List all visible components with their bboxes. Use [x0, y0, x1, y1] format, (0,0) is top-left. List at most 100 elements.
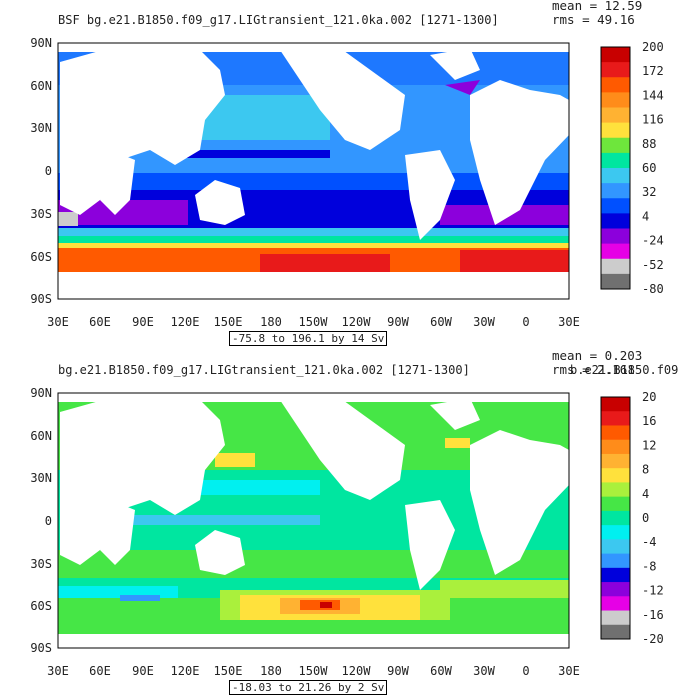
colorbar-label: 0	[642, 511, 649, 525]
lat-label: 0	[45, 164, 52, 178]
colorbar-swatch	[601, 62, 630, 78]
colorbar-label: -52	[642, 258, 664, 272]
diff-field	[58, 393, 569, 648]
diff-map-figure: 90N 60N 30N 0 30S 60S 90S 30E 60E 90E 12…	[30, 350, 678, 678]
lat-label: 90N	[30, 36, 52, 50]
colorbar-swatch	[601, 273, 630, 290]
colorbar-swatch	[601, 596, 630, 612]
lon-label: 30E	[558, 315, 580, 329]
lon-label: 90E	[132, 315, 154, 329]
lon-label: 180	[260, 315, 282, 329]
colorbar-swatch	[601, 228, 630, 245]
diff-overlay-text: b.e21.B1850.f09	[570, 363, 678, 377]
colorbar-swatch	[601, 198, 630, 214]
colorbar-swatch	[601, 411, 630, 426]
colorbar-swatch	[601, 539, 630, 555]
bsf-map-figure: 90N 60N 30N 0 30S 60S 90S 30E 60E 90E 12…	[30, 0, 664, 329]
colorbar-swatch	[601, 453, 630, 469]
lat-label: 30N	[30, 471, 52, 485]
lon-label: 0	[522, 664, 529, 678]
colorbar-label: -20	[642, 632, 664, 646]
colorbar-swatch	[601, 624, 630, 640]
colorbar-label: 16	[642, 414, 656, 428]
colorbar-label: 88	[642, 137, 656, 151]
bsf-lat-axis: 90N 60N 30N 0 30S 60S 90S	[30, 36, 52, 306]
colorbar-label: 4	[642, 209, 649, 223]
colorbar-label: 200	[642, 40, 664, 54]
diff-map-frame	[57, 392, 570, 649]
colorbar-label: 144	[642, 88, 664, 102]
bsf-range-label: -75.8 to 196.1 by 14 Sv	[229, 331, 388, 346]
panel-bsf: 90N 60N 30N 0 30S 60S 90S 30E 60E 90E 12…	[30, 0, 664, 346]
colorbar-label: -24	[642, 234, 664, 248]
lat-label: 60N	[30, 429, 52, 443]
lon-label: 150W	[299, 664, 329, 678]
colorbar-swatch	[601, 482, 630, 498]
lat-label: 90S	[30, 641, 52, 655]
lat-label: 60S	[30, 250, 52, 264]
colorbar-swatch	[601, 92, 630, 108]
colorbar-swatch	[601, 243, 630, 260]
bsf-map-frame	[57, 42, 570, 300]
colorbar-label: 172	[642, 64, 664, 78]
lon-label: 180	[260, 664, 282, 678]
lon-label: 60W	[430, 315, 452, 329]
colorbar-label: -80	[642, 282, 664, 296]
diff-lon-axis: 30E 60E 90E 120E 150E 180 150W 120W 90W …	[47, 664, 580, 678]
lon-label: 30E	[558, 664, 580, 678]
bsf-rms: rms = 49.16	[552, 12, 635, 27]
bsf-title: BSF bg.e21.B1850.f09_g17.LIGtransient_12…	[58, 13, 499, 27]
colorbar-swatch	[601, 425, 630, 441]
lat-label: 60S	[30, 599, 52, 613]
diff-range-label: -18.03 to 21.26 by 2 Sv	[229, 680, 388, 695]
lon-label: 0	[522, 315, 529, 329]
lat-label: 30N	[30, 121, 52, 135]
lon-label: 60W	[430, 664, 452, 678]
lon-label: 90W	[387, 315, 409, 329]
colorbar-swatch	[601, 213, 630, 229]
bsf-field	[58, 43, 569, 299]
lat-label: 0	[45, 514, 52, 528]
lat-label: 90N	[30, 386, 52, 400]
bsf-mean: mean = 12.59	[552, 0, 642, 13]
colorbar-label: 116	[642, 113, 664, 127]
colorbar-label: -4	[642, 535, 656, 549]
lon-label: 30W	[473, 315, 495, 329]
colorbar-swatch	[601, 258, 630, 275]
lat-label: 90S	[30, 292, 52, 306]
colorbar-swatch	[601, 47, 630, 63]
lon-label: 120E	[171, 315, 200, 329]
colorbar-swatch	[601, 567, 630, 583]
colorbar-frame	[600, 46, 631, 290]
lon-label: 30E	[47, 664, 69, 678]
colorbar-swatch	[601, 468, 630, 483]
colorbar-swatch	[601, 510, 630, 526]
diff-colorbar: 20 16 12 8 4 0 -4 -8 -12 -16 -20	[600, 390, 664, 646]
colorbar-label: 32	[642, 185, 656, 199]
colorbar-label: -12	[642, 584, 664, 598]
bsf-colorbar: 200 172 144 116 88 60 32 4 -24 -52 -80	[600, 40, 664, 296]
lon-label: 150E	[214, 315, 243, 329]
colorbar-swatch	[601, 610, 630, 626]
lon-label: 120W	[342, 315, 372, 329]
colorbar-label: -8	[642, 559, 656, 573]
colorbar-label: 4	[642, 487, 649, 501]
colorbar-swatch	[601, 553, 630, 569]
lon-label: 60E	[89, 315, 111, 329]
colorbar-swatch	[601, 168, 630, 184]
lon-label: 120W	[342, 664, 372, 678]
bsf-lon-axis: 30E 60E 90E 120E 150E 180 150W 120W 90W …	[47, 315, 580, 329]
lon-label: 90E	[132, 664, 154, 678]
lon-label: 60E	[89, 664, 111, 678]
diff-rms: rms = 2.161	[552, 362, 635, 377]
lon-label: 30W	[473, 664, 495, 678]
colorbar-swatch	[601, 439, 630, 455]
colorbar-label: 8	[642, 463, 649, 477]
colorbar-swatch	[601, 183, 630, 199]
colorbar-label: 20	[642, 390, 656, 404]
colorbar-swatch	[601, 77, 630, 93]
colorbar-swatch	[601, 107, 630, 124]
colorbar-swatch	[601, 137, 630, 154]
colorbar-label: -16	[642, 608, 664, 622]
lat-label: 30S	[30, 207, 52, 221]
